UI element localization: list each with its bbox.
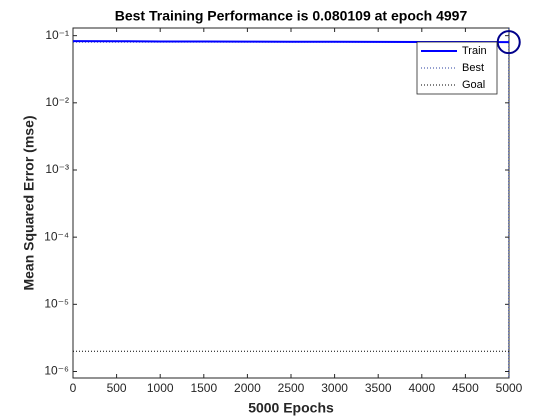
legend-label: Best xyxy=(462,62,484,74)
y-tick-label: 10⁻² xyxy=(45,95,69,109)
x-tick-label: 1500 xyxy=(190,381,217,395)
x-tick-label: 3000 xyxy=(321,381,348,395)
chart-title: Best Training Performance is 0.080109 at… xyxy=(115,8,468,24)
y-tick-label: 10⁻³ xyxy=(45,162,69,176)
legend-label: Goal xyxy=(462,79,485,91)
y-tick-label: 10⁻⁵ xyxy=(44,296,69,310)
x-tick-label: 2500 xyxy=(278,381,305,395)
x-tick-label: 0 xyxy=(70,381,77,395)
y-axis-label: Mean Squared Error (mse) xyxy=(21,115,37,290)
x-tick-label: 4500 xyxy=(452,381,479,395)
best-marker xyxy=(496,30,521,55)
x-tick-label: 2000 xyxy=(234,381,261,395)
y-tick-label: 10⁻¹ xyxy=(45,28,69,42)
x-axis-label: 5000 Epochs xyxy=(248,400,334,416)
y-tick-label: 10⁻⁴ xyxy=(44,229,69,243)
x-tick-label: 4000 xyxy=(408,381,435,395)
x-tick-label: 500 xyxy=(107,381,127,395)
y-tick-label: 10⁻⁶ xyxy=(44,364,69,378)
x-tick-label: 5000 xyxy=(496,381,523,395)
x-tick-label: 1000 xyxy=(147,381,174,395)
legend-label: Train xyxy=(462,45,487,57)
x-tick-label: 3500 xyxy=(365,381,392,395)
